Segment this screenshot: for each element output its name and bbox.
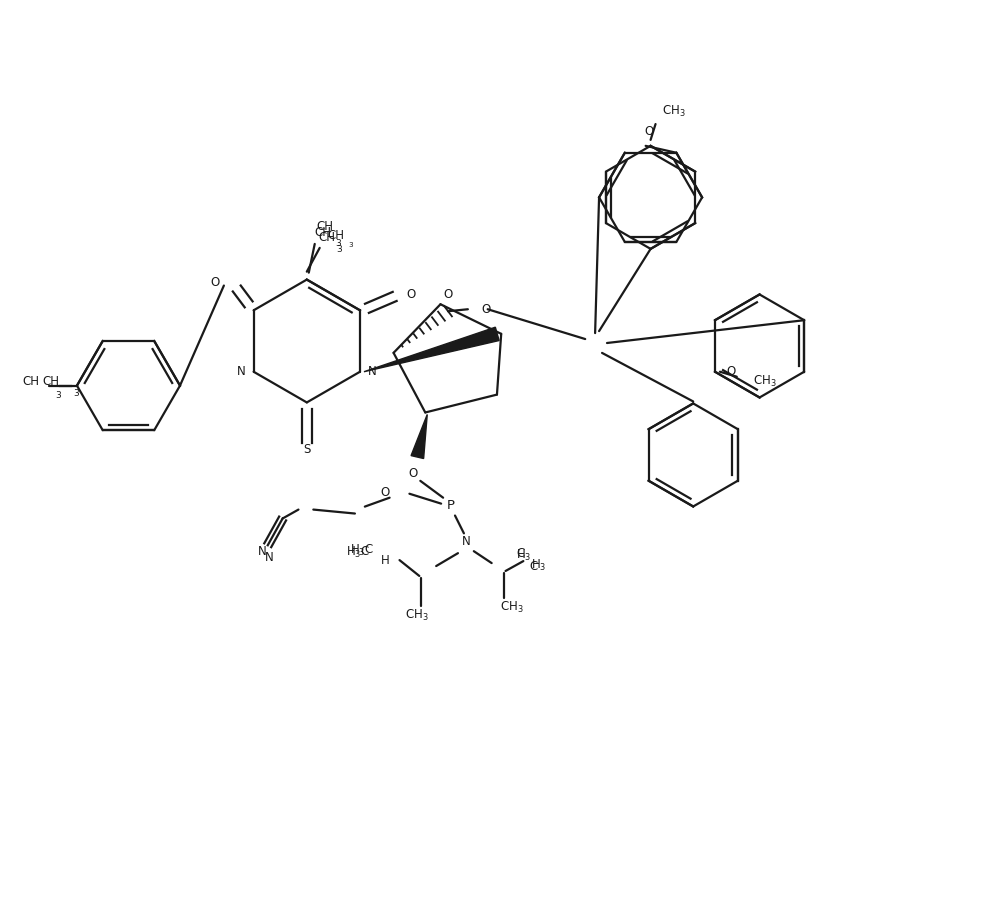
Text: C: C <box>516 546 525 560</box>
Text: P: P <box>447 500 455 512</box>
Text: N: N <box>462 535 470 548</box>
Text: CH$_3$: CH$_3$ <box>662 104 686 119</box>
Text: CH: CH <box>315 226 332 239</box>
Text: O: O <box>727 365 736 378</box>
Polygon shape <box>411 415 427 458</box>
Text: H$_3$: H$_3$ <box>516 547 532 562</box>
Text: $_3$: $_3$ <box>348 240 355 250</box>
Text: 3: 3 <box>337 246 342 255</box>
Text: N: N <box>237 365 246 378</box>
Text: 3: 3 <box>73 389 79 398</box>
Text: O: O <box>211 276 220 289</box>
Text: 3: 3 <box>55 391 61 400</box>
Text: O: O <box>444 288 453 301</box>
Text: H$_3$C: H$_3$C <box>350 543 374 558</box>
Text: 3: 3 <box>336 239 341 248</box>
Text: CH: CH <box>42 375 59 388</box>
Text: O: O <box>409 467 418 481</box>
Text: CH$_3$: CH$_3$ <box>753 374 776 389</box>
Text: CH: CH <box>22 375 39 388</box>
Text: O: O <box>380 486 390 500</box>
Text: H: H <box>381 554 390 567</box>
Text: CH$_3$: CH$_3$ <box>405 608 428 623</box>
Text: N: N <box>257 544 266 558</box>
Text: CH$_3$: CH$_3$ <box>500 600 523 616</box>
Text: O: O <box>644 125 653 139</box>
Text: O: O <box>482 302 491 316</box>
Text: CH: CH <box>319 231 336 245</box>
Text: CH: CH <box>328 229 345 241</box>
Text: S: S <box>303 444 310 456</box>
Polygon shape <box>364 328 499 372</box>
Text: H$_3$: H$_3$ <box>531 557 547 572</box>
Text: O: O <box>407 288 416 301</box>
Text: C: C <box>529 560 538 572</box>
Text: H$_3$C: H$_3$C <box>346 544 370 560</box>
Text: CH: CH <box>316 220 333 232</box>
Text: N: N <box>368 365 377 378</box>
Text: N: N <box>265 551 274 563</box>
